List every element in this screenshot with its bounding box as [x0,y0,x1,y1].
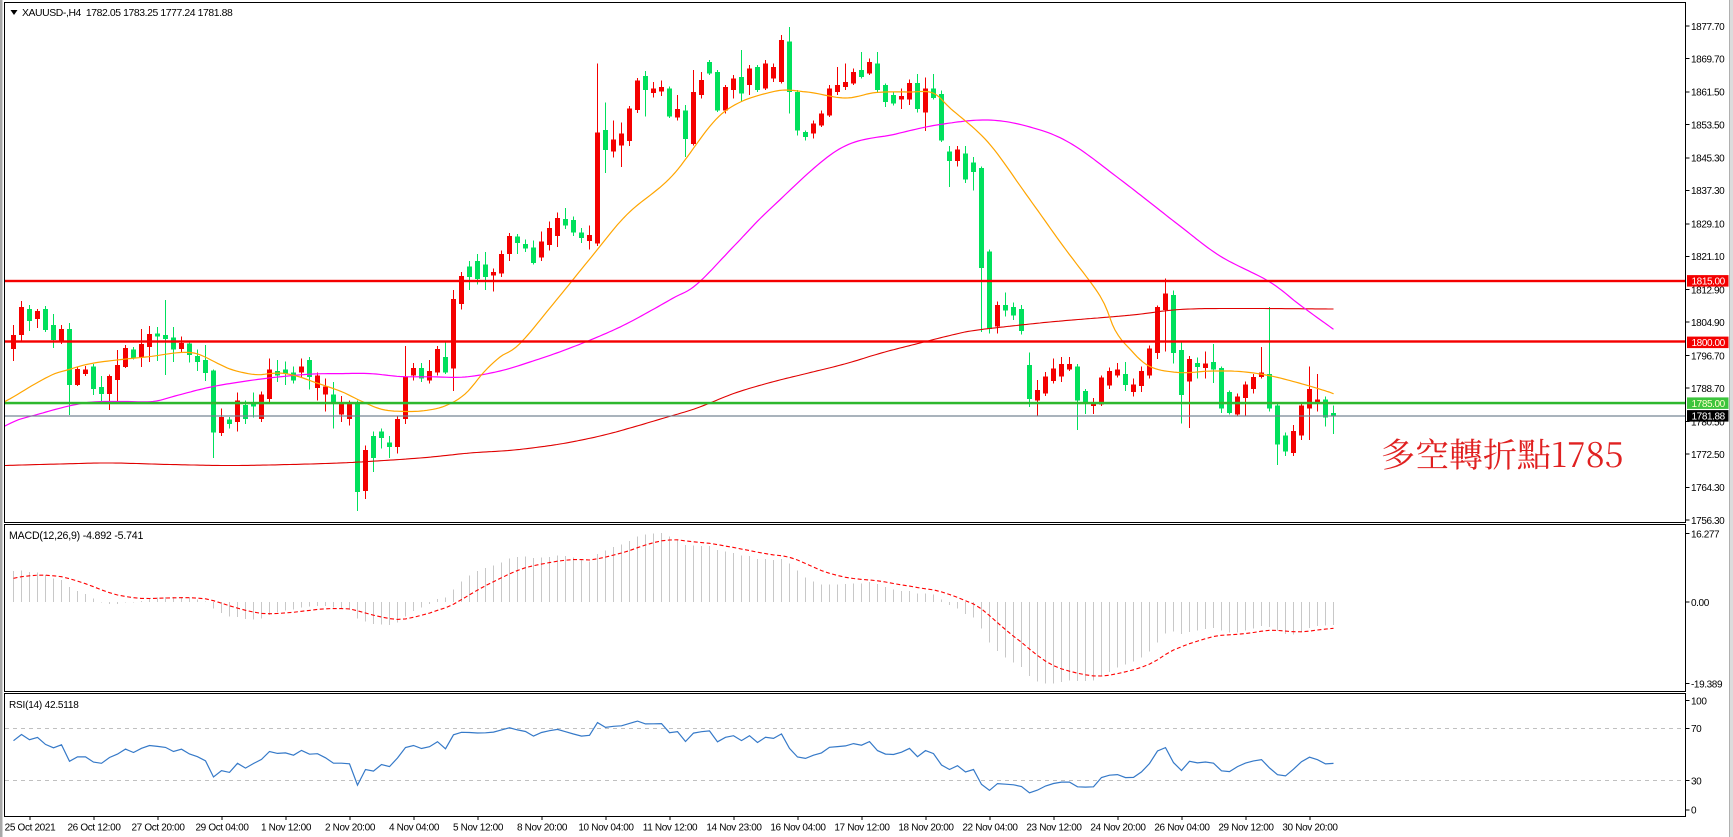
svg-text:1 Nov 12:00: 1 Nov 12:00 [261,823,312,834]
svg-text:26 Oct 12:00: 26 Oct 12:00 [67,823,121,834]
svg-text:1756.30: 1756.30 [1691,516,1725,527]
svg-text:0.00: 0.00 [1691,598,1710,609]
svg-text:23 Nov 12:00: 23 Nov 12:00 [1026,823,1082,834]
svg-text:1785.00: 1785.00 [1692,399,1726,410]
svg-text:1853.50: 1853.50 [1691,120,1725,131]
svg-text:24 Nov 20:00: 24 Nov 20:00 [1090,823,1146,834]
svg-text:25 Oct 2021: 25 Oct 2021 [5,823,56,834]
svg-text:1796.70: 1796.70 [1691,351,1725,362]
svg-text:10 Nov 04:00: 10 Nov 04:00 [578,823,634,834]
svg-text:1764.30: 1764.30 [1691,483,1725,494]
svg-text:1821.10: 1821.10 [1691,252,1725,263]
svg-text:29 Oct 04:00: 29 Oct 04:00 [195,823,249,834]
svg-text:17 Nov 12:00: 17 Nov 12:00 [834,823,890,834]
svg-text:XAUUSD-,H4 1782.05 1783.25 17: XAUUSD-,H4 1782.05 1783.25 1777.24 1781.… [22,8,233,19]
svg-text:1772.50: 1772.50 [1691,450,1725,461]
svg-text:29 Nov 12:00: 29 Nov 12:00 [1218,823,1274,834]
svg-text:1812.90: 1812.90 [1691,286,1725,297]
svg-text:5 Nov 12:00: 5 Nov 12:00 [453,823,504,834]
svg-text:8 Nov 20:00: 8 Nov 20:00 [517,823,568,834]
svg-text:27 Oct 20:00: 27 Oct 20:00 [131,823,185,834]
svg-text:MACD(12,26,9) -4.892 -5.741: MACD(12,26,9) -4.892 -5.741 [9,530,143,542]
svg-text:RSI(14) 42.5118: RSI(14) 42.5118 [9,700,79,711]
svg-text:1781.88: 1781.88 [1692,412,1726,423]
svg-text:16.277: 16.277 [1691,529,1720,540]
svg-text:30 Nov 20:00: 30 Nov 20:00 [1282,823,1338,834]
svg-text:1780.50: 1780.50 [1691,417,1725,428]
svg-text:100: 100 [1691,697,1707,708]
svg-text:11 Nov 12:00: 11 Nov 12:00 [643,823,698,834]
svg-text:0: 0 [1691,806,1697,817]
svg-text:70: 70 [1691,724,1702,735]
svg-text:14 Nov 23:00: 14 Nov 23:00 [706,823,762,834]
svg-text:1829.10: 1829.10 [1691,220,1725,231]
svg-text:-19.389: -19.389 [1691,679,1723,690]
svg-text:1877.70: 1877.70 [1691,22,1725,33]
svg-text:1845.30: 1845.30 [1691,154,1725,165]
svg-text:18 Nov 20:00: 18 Nov 20:00 [898,823,954,834]
svg-text:16 Nov 04:00: 16 Nov 04:00 [770,823,826,834]
svg-text:1815.00: 1815.00 [1692,277,1726,288]
svg-text:22 Nov 04:00: 22 Nov 04:00 [962,823,1018,834]
svg-text:4 Nov 04:00: 4 Nov 04:00 [389,823,440,834]
svg-text:1804.90: 1804.90 [1691,318,1725,329]
svg-text:2 Nov 20:00: 2 Nov 20:00 [325,823,376,834]
svg-text:26 Nov 04:00: 26 Nov 04:00 [1154,823,1210,834]
svg-text:30: 30 [1691,776,1702,787]
svg-text:1788.70: 1788.70 [1691,384,1725,395]
svg-text:1861.50: 1861.50 [1691,88,1725,99]
svg-text:1869.70: 1869.70 [1691,54,1725,65]
svg-text:1800.00: 1800.00 [1692,338,1726,349]
svg-text:1837.30: 1837.30 [1691,186,1725,197]
